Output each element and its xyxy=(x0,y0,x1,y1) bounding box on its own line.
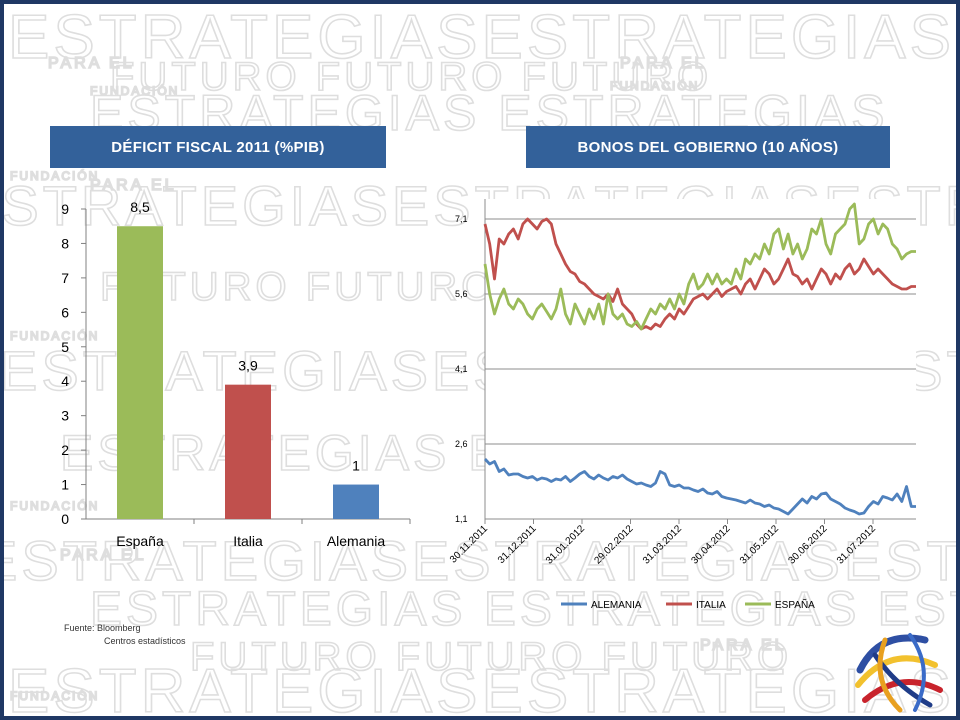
legend-label: ESPAÑA xyxy=(775,598,815,611)
legend-label: ALEMANIA xyxy=(591,600,642,611)
bar-category-label: Italia xyxy=(233,533,263,549)
bar-y-tick-label: 8 xyxy=(61,235,69,251)
deficit-chart-title: DÉFICIT FISCAL 2011 (%PIB) xyxy=(50,126,386,168)
bar-y-tick-label: 0 xyxy=(61,511,69,527)
bar-y-tick-label: 9 xyxy=(61,201,69,217)
source-line-2: Centros estadísticos xyxy=(104,636,186,646)
watermark-foundation: FUNDACIÓN xyxy=(10,168,99,183)
bar-y-tick-label: 1 xyxy=(61,477,69,493)
line-series-españa xyxy=(483,202,916,331)
watermark-word: FUTURO FUTURO FUTURO xyxy=(110,55,712,99)
source-note: Fuente: Bloomberg Centros estadísticos xyxy=(64,622,186,648)
bonds-chart-title: BONOS DEL GOBIERNO (10 AÑOS) xyxy=(526,126,890,168)
line-y-tick-label: 5,6 xyxy=(455,289,468,299)
watermark-sub: PARA EL xyxy=(60,547,147,564)
watermark-foundation: FUNDACIÓN xyxy=(10,688,99,703)
line-y-tick-label: 2,6 xyxy=(455,439,468,449)
line-x-tick-label: 31.01.2012 xyxy=(544,523,587,566)
line-x-tick-label: 31.12.2011 xyxy=(496,523,539,566)
foundation-logo xyxy=(855,633,943,713)
bar-category-label: Alemania xyxy=(327,533,386,549)
bar-2 xyxy=(333,484,379,519)
watermark-sub: PARA EL xyxy=(90,177,177,194)
legend-label: ITALIA xyxy=(696,600,726,611)
bar-value-label: 1 xyxy=(352,458,360,474)
line-x-tick-label: 30.06.2012 xyxy=(786,523,829,566)
line-series-italia xyxy=(483,217,916,331)
line-legend: ALEMANIA ITALIA ESPAÑA xyxy=(561,598,815,611)
bar-value-label: 3,9 xyxy=(238,358,258,374)
watermark-foundation: FUNDACIÓN xyxy=(90,83,179,98)
watermark-word: FUTURO FUTURO FUTURO xyxy=(190,635,792,679)
bar-value-label: 8,5 xyxy=(130,199,150,215)
watermark-foundation: FUNDACIÓN xyxy=(610,78,699,93)
line-x-tick-label: 31.05.2012 xyxy=(738,523,781,566)
line-x-tick-label: 30.11.2011 xyxy=(448,523,490,565)
bar-1 xyxy=(225,384,271,519)
bar-y-tick-label: 7 xyxy=(61,270,69,286)
watermark-word: ESTRATEGIAS ESTRATEGIAS ESTRATEGIAS xyxy=(90,583,960,636)
line-x-tick-label: 31.03.2012 xyxy=(641,523,684,566)
watermark-foundation: FUNDACIÓN xyxy=(10,328,99,343)
watermark-sub: PARA EL xyxy=(700,637,787,654)
line-y-tick-label: 4,1 xyxy=(455,364,468,374)
bar-y-tick-label: 5 xyxy=(61,339,69,355)
source-line-1: Fuente: Bloomberg xyxy=(64,623,141,633)
bar-y-tick-label: 2 xyxy=(61,442,69,458)
watermark-sub: PARA EL xyxy=(620,55,707,72)
line-y-tick-label: 7,1 xyxy=(455,214,468,224)
watermark-foundation: FUNDACIÓN xyxy=(10,498,99,513)
line-plot-area: 1,1 2,6 4,1 5,6 7,1 30.11.2011 31.12.2011 31.01… xyxy=(448,199,916,567)
bar-plot-area: 0 1 2 3 4 5 6 7 8 9 8,5 España 3,9 Italia 1 Alemania xyxy=(61,199,411,549)
bar-y-tick-label: 4 xyxy=(61,373,69,389)
watermark-sub: PARA EL xyxy=(48,55,135,72)
bar-0 xyxy=(117,226,163,519)
bar-y-tick-label: 6 xyxy=(61,304,69,320)
line-y-tick-label: 1,1 xyxy=(455,514,468,524)
bar-category-label: España xyxy=(116,533,164,549)
bar-y-tick-label: 3 xyxy=(61,408,69,424)
line-x-tick-label: 31.07.2012 xyxy=(835,523,878,566)
line-x-tick-label: 30.04.2012 xyxy=(689,523,732,566)
line-series-alemania xyxy=(483,458,916,516)
line-x-tick-label: 29.02.2012 xyxy=(592,523,635,566)
line-plot-bg xyxy=(485,199,916,519)
